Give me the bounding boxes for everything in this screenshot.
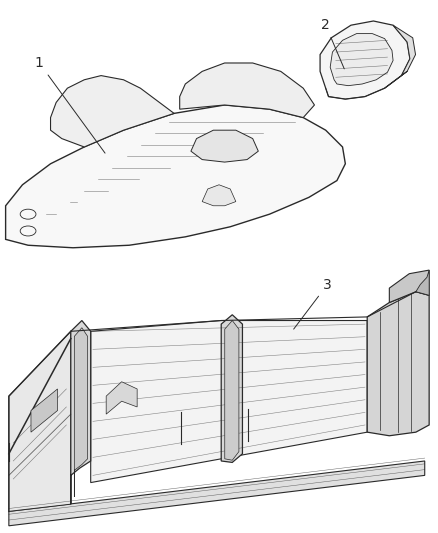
Polygon shape bbox=[202, 185, 236, 206]
Polygon shape bbox=[330, 34, 393, 86]
Polygon shape bbox=[50, 76, 174, 147]
Polygon shape bbox=[225, 320, 239, 461]
Polygon shape bbox=[106, 382, 137, 414]
Polygon shape bbox=[191, 130, 258, 162]
Text: 3: 3 bbox=[293, 278, 332, 329]
Polygon shape bbox=[416, 270, 429, 295]
Polygon shape bbox=[71, 320, 91, 504]
Text: 2: 2 bbox=[321, 18, 344, 69]
Polygon shape bbox=[91, 320, 367, 482]
Polygon shape bbox=[320, 21, 410, 99]
Polygon shape bbox=[6, 105, 345, 248]
Polygon shape bbox=[9, 332, 71, 511]
Polygon shape bbox=[393, 25, 416, 76]
Polygon shape bbox=[31, 389, 57, 432]
Text: 1: 1 bbox=[35, 56, 105, 153]
Polygon shape bbox=[9, 461, 425, 526]
Polygon shape bbox=[221, 315, 243, 463]
Polygon shape bbox=[74, 328, 88, 497]
Polygon shape bbox=[389, 270, 429, 303]
Polygon shape bbox=[367, 292, 429, 436]
Polygon shape bbox=[180, 63, 314, 118]
